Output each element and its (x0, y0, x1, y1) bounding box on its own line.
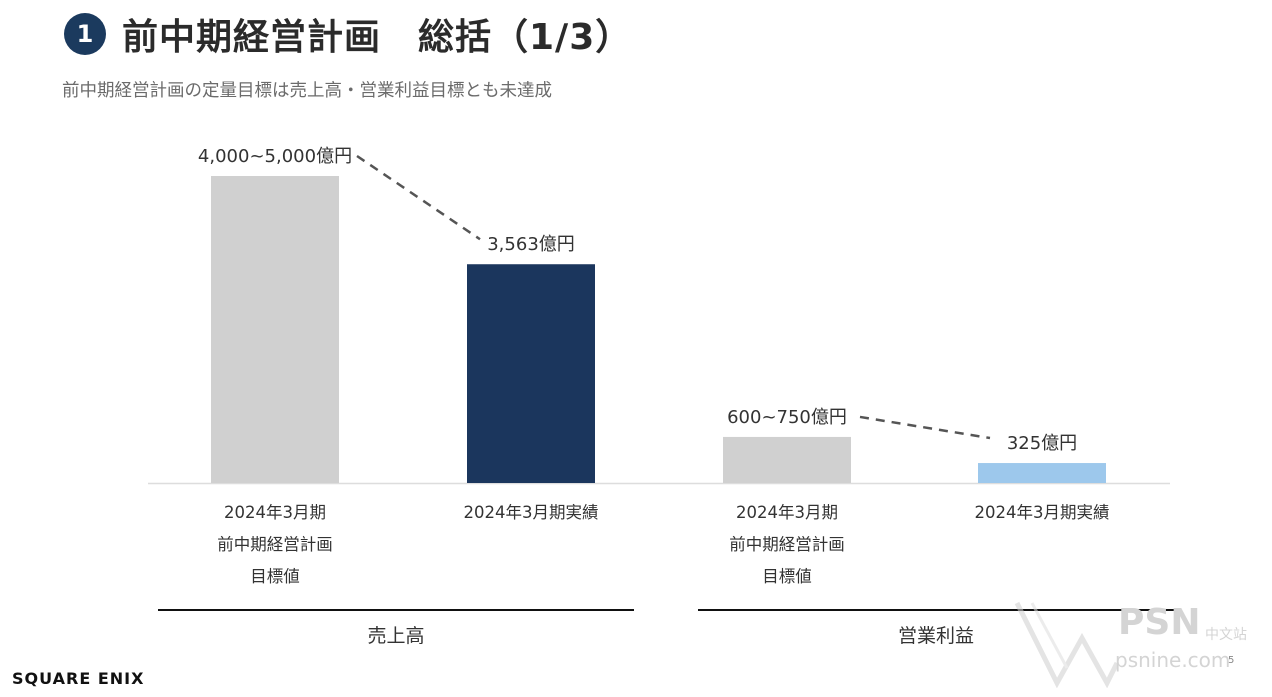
section-number-badge: 1 (64, 13, 106, 55)
bar (211, 176, 339, 483)
category-label-revenue-target: 2024年3月期 前中期経営計画 目標値 (165, 497, 385, 593)
category-label-profit-target: 2024年3月期 前中期経営計画 目標値 (677, 497, 897, 593)
category-label-line: 2024年3月期実績 (974, 503, 1110, 522)
category-label-profit-actual: 2024年3月期実績 (932, 497, 1152, 529)
group-label-operating-profit: 営業利益 (897, 625, 974, 647)
watermark-psn-text: PSN (1118, 602, 1201, 643)
group-label-revenue: 売上高 (367, 625, 425, 647)
watermark-url-text: psnine.com (1115, 648, 1231, 672)
square-enix-logo: SQUARE ENIX (12, 669, 145, 688)
category-label-line: 2024年3月期実績 (463, 503, 599, 522)
bar (467, 264, 595, 483)
page-number: 5 (1228, 655, 1235, 666)
bar (978, 463, 1106, 483)
page-title: 前中期経営計画 総括（1/3） (122, 17, 633, 58)
category-label-line: 目標値 (762, 567, 812, 586)
group-divider-revenue (158, 609, 634, 611)
category-label-line: 2024年3月期 (224, 503, 326, 522)
page-subtitle: 前中期経営計画の定量目標は売上高・営業利益目標とも未達成 (62, 81, 552, 101)
group-divider-operating-profit (698, 609, 1174, 611)
category-label-line: 2024年3月期 (736, 503, 838, 522)
trend-connector (356, 154, 481, 241)
trend-connector (859, 415, 991, 440)
data-label: 3,563億円 (487, 234, 575, 255)
category-label-line: 目標値 (250, 567, 300, 586)
data-label: 4,000~5,000億円 (198, 146, 352, 167)
bar (723, 436, 851, 483)
category-label-line: 前中期経営計画 (217, 535, 333, 554)
watermark-cn-text: 中文站 (1205, 627, 1247, 643)
data-label: 325億円 (1007, 433, 1077, 454)
category-label-revenue-actual: 2024年3月期実績 (421, 497, 641, 529)
data-label: 600~750億円 (727, 407, 847, 428)
category-label-line: 前中期経営計画 (729, 535, 845, 554)
